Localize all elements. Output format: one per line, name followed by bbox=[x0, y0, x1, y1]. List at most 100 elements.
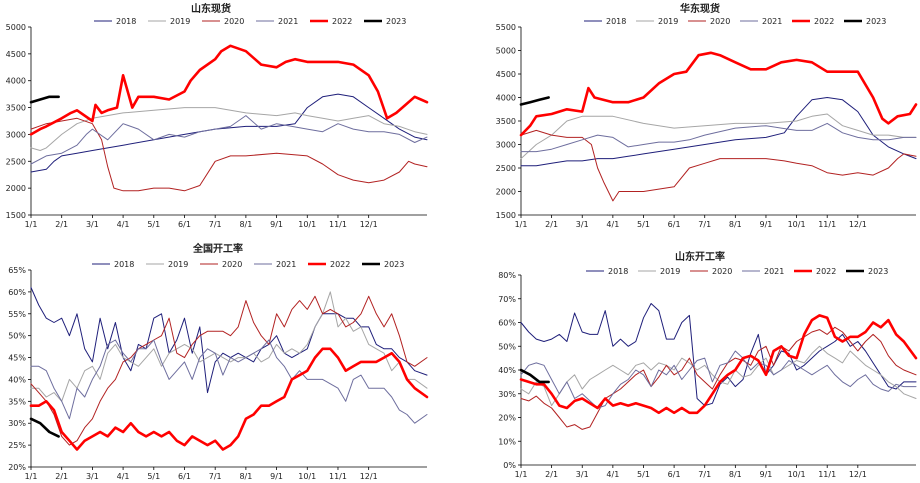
chart-panel-3: 全国开工率 20% 25% 30% 35% 40% 45% 50% 55% 60% 65% 1/1 2/… bbox=[8, 242, 429, 481]
y-tick-label: 3500 bbox=[496, 117, 516, 126]
series-line-2021 bbox=[30, 115, 428, 165]
y-tick-label: 2000 bbox=[496, 188, 516, 197]
series-line-2019 bbox=[30, 107, 428, 151]
y-tick-label: 45% bbox=[8, 354, 26, 363]
x-tick-label: 12/1 bbox=[849, 470, 867, 479]
chart-title: 山东开工率 bbox=[675, 250, 725, 263]
legend-label-2021: 2021 bbox=[276, 260, 296, 269]
y-tick-label: 50% bbox=[8, 332, 26, 341]
y-tick-label: 70% bbox=[498, 295, 516, 304]
y-tick-label: 55% bbox=[8, 310, 26, 319]
x-tick-label: 2/1 bbox=[545, 470, 558, 479]
series-line-2023 bbox=[519, 368, 550, 384]
x-tick-label: 1/1 bbox=[25, 472, 38, 481]
legend-label-2023: 2023 bbox=[384, 260, 404, 269]
x-tick-label: 2/1 bbox=[545, 220, 558, 229]
series-line-2019 bbox=[520, 345, 917, 407]
x-tick-label: 3/1 bbox=[86, 220, 99, 229]
legend-label-2019: 2019 bbox=[168, 260, 188, 269]
series-line-2018 bbox=[30, 93, 428, 173]
legend-label-2020: 2020 bbox=[224, 17, 244, 26]
x-tick-label: 8/1 bbox=[729, 220, 742, 229]
x-tick-label: 4/1 bbox=[606, 470, 619, 479]
legend-label-2022: 2022 bbox=[814, 17, 834, 26]
x-tick-label: 10/1 bbox=[298, 220, 316, 229]
y-tick-label: 60% bbox=[498, 319, 516, 328]
series-line-2018 bbox=[520, 97, 917, 167]
y-tick-label: 40% bbox=[498, 366, 516, 375]
series-line-2022 bbox=[29, 347, 429, 451]
legend-label-2020: 2020 bbox=[222, 260, 242, 269]
y-tick-label: 35% bbox=[8, 397, 26, 406]
x-tick-label: 11/1 bbox=[329, 472, 347, 481]
y-tick-label: 2500 bbox=[6, 157, 26, 166]
x-tick-label: 6/1 bbox=[668, 220, 681, 229]
series-line-2022 bbox=[29, 44, 429, 136]
x-tick-label: 3/1 bbox=[576, 470, 589, 479]
series-line-2022 bbox=[519, 314, 918, 415]
series-line-2021 bbox=[520, 122, 917, 153]
y-tick-label: 1500 bbox=[496, 211, 516, 220]
y-tick-label: 4000 bbox=[496, 94, 516, 103]
series-line-2023 bbox=[519, 96, 550, 106]
legend-label-2022: 2022 bbox=[330, 260, 350, 269]
x-tick-label: 7/1 bbox=[698, 220, 711, 229]
legend-label-2023: 2023 bbox=[868, 267, 888, 276]
series-line-2020 bbox=[30, 117, 428, 192]
x-tick-label: 1/1 bbox=[515, 470, 528, 479]
legend-label-2019: 2019 bbox=[658, 17, 678, 26]
series-line-2022 bbox=[519, 51, 918, 137]
x-tick-label: 7/1 bbox=[698, 470, 711, 479]
x-tick-label: 5/1 bbox=[637, 470, 650, 479]
x-tick-label: 4/1 bbox=[117, 220, 130, 229]
x-tick-label: 2/1 bbox=[55, 472, 68, 481]
y-tick-label: 5000 bbox=[6, 23, 26, 32]
legend-label-2018: 2018 bbox=[608, 267, 628, 276]
y-tick-label: 2500 bbox=[496, 164, 516, 173]
x-tick-label: 6/1 bbox=[178, 220, 191, 229]
x-tick-label: 5/1 bbox=[147, 220, 160, 229]
series-line-2023 bbox=[29, 417, 60, 438]
x-tick-label: 11/1 bbox=[818, 470, 836, 479]
y-tick-label: 40% bbox=[8, 375, 26, 384]
legend-label-2023: 2023 bbox=[866, 17, 886, 26]
x-tick-label: 12/1 bbox=[360, 220, 378, 229]
legend-label-2018: 2018 bbox=[116, 17, 136, 26]
y-tick-label: 30% bbox=[8, 419, 26, 428]
y-tick-label: 20% bbox=[498, 414, 516, 423]
series-line-2020 bbox=[30, 295, 428, 446]
y-tick-label: 5000 bbox=[496, 47, 516, 56]
legend-label-2022: 2022 bbox=[332, 17, 352, 26]
legend-label-2019: 2019 bbox=[170, 17, 190, 26]
x-tick-label: 5/1 bbox=[147, 472, 160, 481]
x-tick-label: 10/1 bbox=[788, 470, 806, 479]
legend-label-2023: 2023 bbox=[386, 17, 406, 26]
chart-title: 全国开工率 bbox=[192, 242, 243, 255]
x-tick-label: 1/1 bbox=[515, 220, 528, 229]
x-tick-label: 7/1 bbox=[209, 472, 222, 481]
legend-label-2021: 2021 bbox=[762, 17, 782, 26]
series-line-2021 bbox=[30, 339, 428, 424]
y-tick-label: 4500 bbox=[496, 70, 516, 79]
x-tick-label: 7/1 bbox=[209, 220, 222, 229]
y-tick-label: 3000 bbox=[496, 141, 516, 150]
x-tick-label: 10/1 bbox=[298, 472, 316, 481]
x-tick-label: 2/1 bbox=[55, 220, 68, 229]
x-tick-label: 9/1 bbox=[270, 220, 283, 229]
y-tick-label: 25% bbox=[8, 441, 26, 450]
chart-title: 华东现货 bbox=[680, 2, 720, 15]
chart-title: 山东现货 bbox=[191, 2, 231, 15]
x-tick-label: 8/1 bbox=[239, 220, 252, 229]
x-tick-label: 9/1 bbox=[760, 220, 773, 229]
x-tick-label: 9/1 bbox=[270, 472, 283, 481]
x-tick-label: 1/1 bbox=[25, 220, 38, 229]
legend-label-2021: 2021 bbox=[764, 267, 784, 276]
y-tick-label: 5500 bbox=[496, 23, 516, 32]
x-tick-label: 5/1 bbox=[637, 220, 650, 229]
y-tick-label: 1500 bbox=[6, 211, 26, 220]
legend-label-2020: 2020 bbox=[710, 17, 730, 26]
x-tick-label: 4/1 bbox=[117, 472, 130, 481]
y-tick-label: 2000 bbox=[6, 184, 26, 193]
y-tick-label: 0% bbox=[503, 461, 516, 470]
